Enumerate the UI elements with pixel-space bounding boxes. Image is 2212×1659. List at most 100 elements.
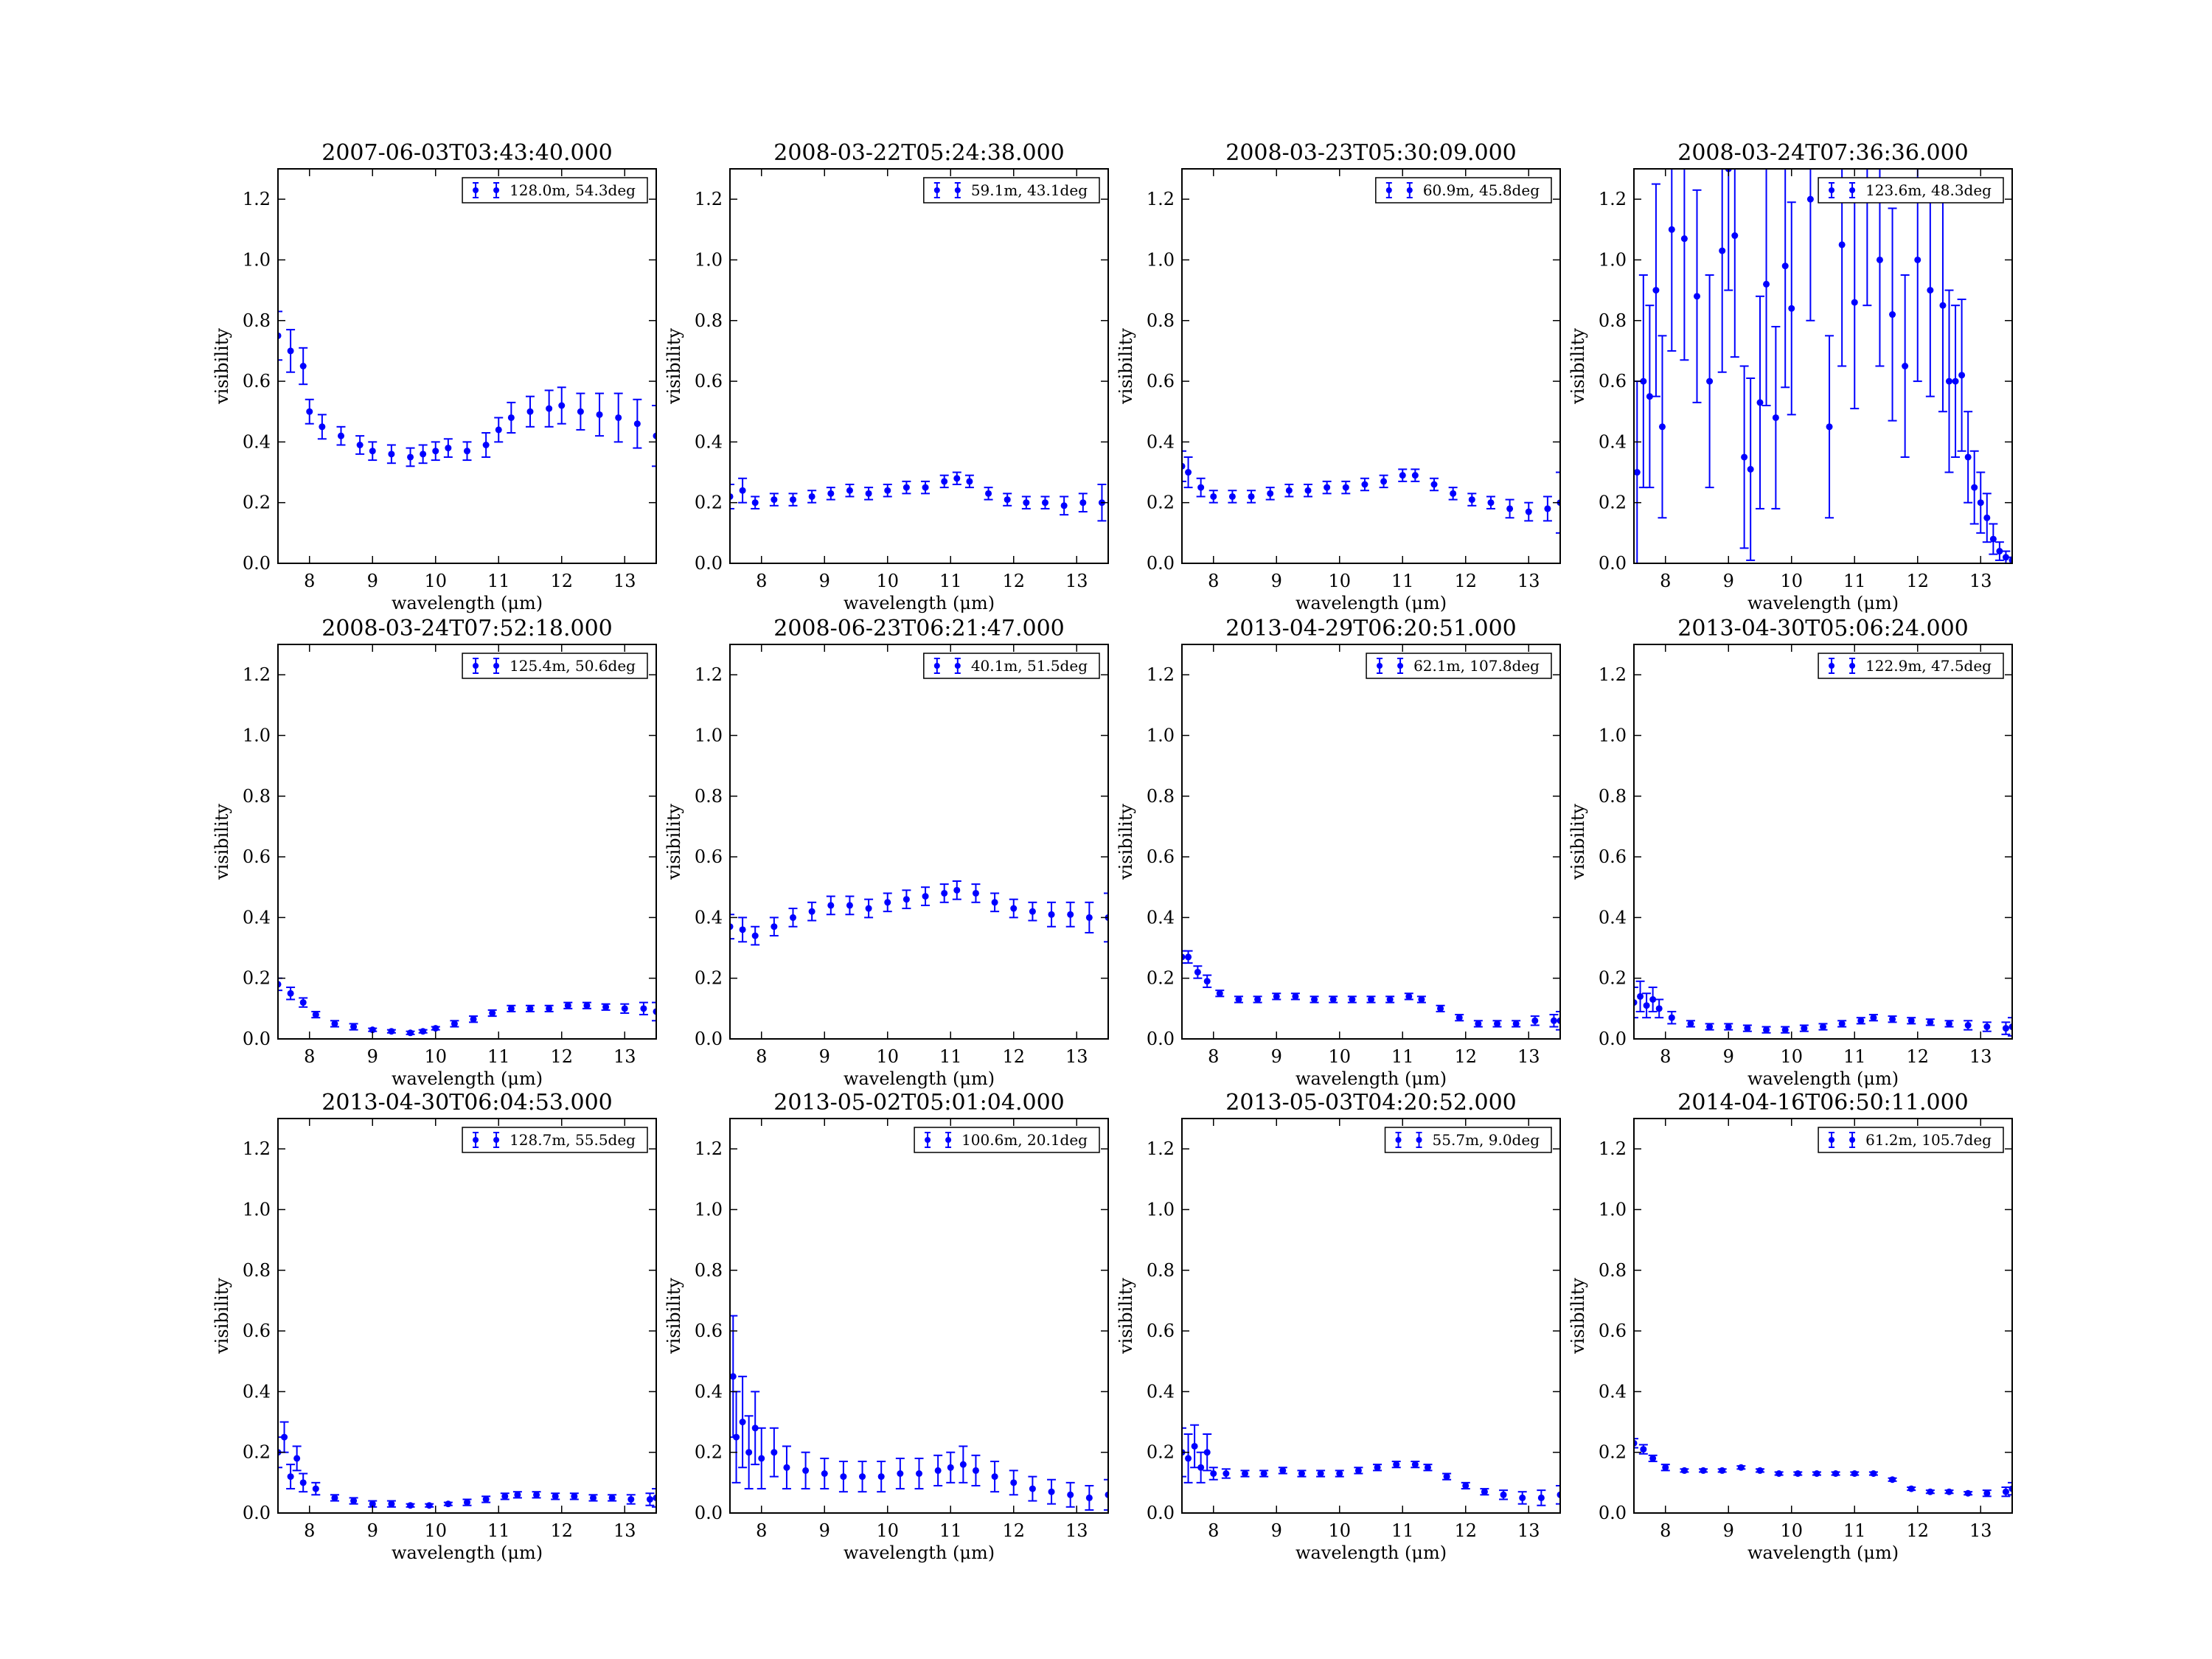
- data-point: [1010, 1479, 1018, 1486]
- data-point: [771, 1449, 778, 1456]
- panel-title: 2014-04-16T06:50:11.000: [1677, 1090, 1969, 1116]
- data-point: [602, 1004, 610, 1011]
- plot-area: [278, 169, 656, 563]
- data-point: [633, 420, 641, 428]
- data-point: [1662, 1464, 1669, 1471]
- data-point: [1655, 1005, 1663, 1012]
- y-tick-label: 0.2: [243, 1442, 271, 1463]
- data-point: [608, 1494, 616, 1501]
- data-point: [1462, 1482, 1470, 1489]
- axes-frame: [277, 1118, 657, 1514]
- data-point: [1772, 414, 1779, 421]
- data-point: [1519, 1494, 1526, 1501]
- data-point: [1857, 1017, 1865, 1024]
- panel-title: 2013-05-02T05:01:04.000: [773, 1090, 1065, 1116]
- data-point: [1658, 423, 1666, 431]
- plot-area: [730, 644, 1108, 1039]
- y-tick-label: 0.0: [695, 1503, 723, 1523]
- data-point: [1649, 996, 1657, 1003]
- x-tick-label: 12: [550, 1046, 573, 1067]
- y-tick-label: 1.0: [1599, 725, 1627, 745]
- y-tick-label: 0.6: [243, 371, 271, 392]
- data-point: [846, 902, 853, 909]
- panel-title: 2008-03-24T07:36:36.000: [1677, 140, 1969, 166]
- data-point: [331, 1494, 338, 1501]
- legend-label: 125.4m, 50.6deg: [509, 657, 636, 675]
- data-point: [790, 914, 796, 921]
- y-tick-label: 0.8: [243, 310, 271, 331]
- legend-handle-point: [933, 663, 940, 669]
- x-tick-label: 13: [1969, 1046, 1992, 1067]
- data-point: [621, 1005, 628, 1012]
- panel-title: 2013-05-03T04:20:52.000: [1225, 1090, 1517, 1116]
- data-point: [1763, 280, 1770, 288]
- data-point: [1983, 514, 1991, 521]
- y-tick-label: 0.2: [1147, 493, 1175, 513]
- data-point: [1788, 305, 1795, 312]
- x-tick-label: 8: [304, 571, 315, 591]
- y-tick-label: 0.8: [243, 1260, 271, 1281]
- data-point: [1317, 1470, 1324, 1477]
- data-point: [1649, 1455, 1657, 1462]
- data-point: [846, 487, 853, 494]
- y-tick-label: 0.6: [1147, 1321, 1175, 1341]
- y-tick-label: 0.4: [1147, 907, 1175, 928]
- x-tick-label: 13: [613, 1046, 636, 1067]
- x-tick-label: 10: [876, 1046, 899, 1067]
- data-point: [1048, 911, 1055, 918]
- y-tick-label: 0.6: [695, 371, 723, 392]
- data-point: [1374, 1464, 1381, 1471]
- data-point: [1512, 1020, 1520, 1027]
- y-tick-label: 1.0: [243, 1199, 271, 1220]
- x-tick-label: 13: [1517, 1046, 1540, 1067]
- data-point: [941, 478, 948, 485]
- data-point: [1085, 914, 1093, 921]
- series: [1182, 450, 1560, 534]
- x-tick-label: 13: [613, 1520, 636, 1541]
- y-tick-label: 0.6: [1599, 371, 1627, 392]
- x-tick-label: 8: [1208, 1520, 1219, 1541]
- y-tick-label: 0.0: [695, 1029, 723, 1049]
- data-point: [1185, 1455, 1192, 1462]
- y-tick-label: 0.2: [1599, 1442, 1627, 1463]
- data-point: [369, 1500, 376, 1508]
- legend-label: 62.1m, 107.8deg: [1413, 657, 1540, 675]
- data-point: [388, 1028, 395, 1035]
- data-point: [966, 478, 973, 485]
- data-point: [1747, 465, 1754, 473]
- data-point: [1737, 1464, 1745, 1471]
- data-point: [739, 1419, 746, 1426]
- data-point: [1475, 1020, 1482, 1027]
- x-axis-label: wavelength (μm): [392, 593, 543, 613]
- panel-title: 2008-03-22T05:24:38.000: [773, 140, 1065, 166]
- data-point: [464, 1499, 470, 1506]
- data-point: [1418, 996, 1425, 1003]
- legend-box: [1366, 653, 1552, 679]
- data-point: [615, 414, 622, 421]
- legend-box: [923, 177, 1100, 204]
- x-axis-label: wavelength (μm): [844, 593, 995, 613]
- data-point: [1004, 496, 1011, 504]
- axes-frame: [1181, 644, 1561, 1040]
- data-point: [2002, 554, 2009, 561]
- data-point: [350, 1498, 358, 1505]
- y-tick-label: 1.2: [1599, 664, 1627, 685]
- data-point: [451, 1020, 458, 1027]
- data-point: [482, 442, 490, 448]
- y-tick-label: 0.8: [695, 310, 723, 331]
- data-point: [425, 1502, 433, 1509]
- data-point: [1838, 1020, 1846, 1027]
- x-tick-label: 11: [487, 571, 510, 591]
- x-tick-label: 12: [1906, 571, 1929, 591]
- plot-area: [1634, 1119, 2012, 1513]
- legend: 55.7m, 9.0deg: [1384, 1127, 1552, 1153]
- data-point: [771, 923, 778, 931]
- data-point: [1067, 911, 1074, 918]
- x-tick-label: 10: [1328, 1520, 1351, 1541]
- data-point: [546, 1005, 553, 1012]
- data-point: [627, 1495, 635, 1503]
- legend-box: [1384, 1127, 1552, 1153]
- y-tick-label: 1.2: [1599, 1138, 1627, 1159]
- data-point: [1537, 1494, 1545, 1501]
- data-point: [1544, 505, 1551, 512]
